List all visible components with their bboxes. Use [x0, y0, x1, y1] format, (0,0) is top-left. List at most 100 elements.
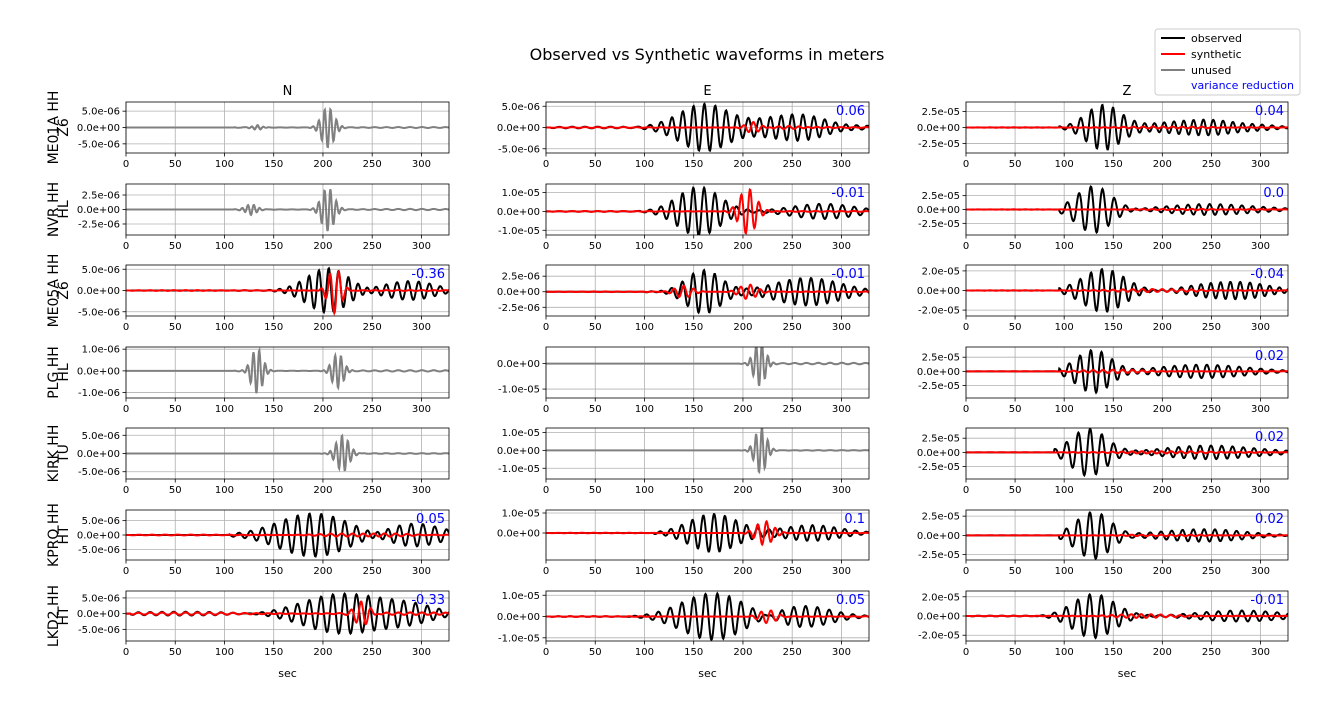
x-tick-label: 200	[733, 404, 752, 415]
x-tick-label: 250	[363, 647, 382, 658]
x-tick-label: 200	[1153, 485, 1172, 496]
y-tick-label: 0.0e+00	[77, 205, 120, 216]
x-tick-label: 300	[1251, 159, 1270, 170]
x-tick-label: 250	[783, 159, 802, 170]
x-tick-label: 150	[1104, 322, 1123, 333]
x-tick-label: 50	[589, 322, 602, 333]
waveform-panel: 0 50 100 150 200 250 300 2.5e-05 0.0e+00 -2.5e-05…	[917, 346, 1289, 415]
x-tick-label: 0	[543, 566, 549, 577]
panel-frame	[545, 346, 870, 399]
x-tick-label: 250	[363, 241, 382, 252]
station-network-label: HL	[56, 200, 72, 219]
x-tick-label: 300	[1251, 485, 1270, 496]
y-tick-label: 2.5e-05	[922, 191, 960, 202]
x-tick-label: 150	[684, 159, 703, 170]
x-tick-label: 50	[1009, 241, 1022, 252]
x-tick-label: 200	[313, 159, 332, 170]
y-tick-label: 0.0e+00	[497, 359, 540, 370]
y-tick-label: -2.5e-05	[918, 462, 960, 473]
x-tick-label: 250	[783, 241, 802, 252]
x-tick-label: 50	[1009, 485, 1022, 496]
waveform-panel: 0 50 100 150 200 250 300 5.0e-06 0.0e+00 -5.0e-06…	[497, 101, 870, 170]
x-tick-label: 250	[1202, 241, 1221, 252]
x-tick-label: 150	[1104, 647, 1123, 658]
x-tick-label: 200	[313, 485, 332, 496]
x-tick-label: 250	[363, 566, 382, 577]
x-tick-label: 0	[963, 322, 969, 333]
x-tick-label: 250	[783, 404, 802, 415]
legend-label-observed: observed	[1191, 32, 1242, 45]
synthetic-trace	[126, 600, 449, 626]
x-tick-label: 300	[1251, 566, 1270, 577]
x-tick-label: 0	[123, 159, 129, 170]
x-tick-label: 250	[1202, 159, 1221, 170]
synthetic-trace	[966, 207, 1288, 212]
x-tick-label: 300	[1251, 404, 1270, 415]
x-tick-label: 300	[832, 404, 851, 415]
x-tick-label: 50	[169, 647, 182, 658]
x-tick-label: 300	[412, 647, 431, 658]
x-tick-label: 200	[1153, 566, 1172, 577]
station-network-label: Z6	[56, 118, 72, 137]
y-tick-label: -1.0e-05	[498, 226, 540, 237]
station-code-label: ME05A HH	[46, 254, 62, 328]
variance-reduction-value: -0.01	[831, 267, 865, 282]
x-tick-label: 250	[1202, 485, 1221, 496]
y-tick-label: -2.0e-05	[918, 306, 960, 317]
x-tick-label: 0	[543, 485, 549, 496]
x-tick-label: 0	[963, 404, 969, 415]
y-tick-label: 0.0e+00	[917, 367, 960, 378]
x-tick-label: 200	[733, 566, 752, 577]
station-code-label: ME01A HH	[46, 91, 62, 165]
y-tick-label: -2.5e-06	[78, 219, 120, 230]
variance-reduction-value: -0.01	[1250, 593, 1284, 608]
x-tick-label: 100	[1055, 322, 1074, 333]
synthetic-trace	[546, 187, 869, 235]
panel-frame	[545, 264, 870, 317]
x-tick-label: 100	[635, 647, 654, 658]
variance-reduction-value: -0.04	[1250, 267, 1284, 282]
y-tick-label: -1.0e-05	[498, 385, 540, 396]
x-tick-label: 150	[684, 566, 703, 577]
legend-label-variance-reduction: variance reduction	[1191, 79, 1294, 92]
x-tick-label: 0	[963, 159, 969, 170]
figure-title: Observed vs Synthetic waveforms in meter…	[530, 45, 885, 64]
x-tick-label: 0	[123, 241, 129, 252]
x-tick-label: 100	[215, 404, 234, 415]
x-tick-label: 150	[264, 485, 283, 496]
panel-frame	[545, 183, 870, 236]
x-tick-label: 300	[1251, 647, 1270, 658]
x-tick-label: 300	[412, 322, 431, 333]
x-tick-label: 50	[169, 241, 182, 252]
component-title-n: N	[283, 84, 293, 99]
y-tick-label: -2.5e-05	[918, 139, 960, 150]
y-tick-label: 1.0e-05	[502, 591, 540, 602]
x-tick-label: 300	[1251, 241, 1270, 252]
x-tick-label: 250	[783, 566, 802, 577]
x-tick-label: 300	[412, 566, 431, 577]
x-tick-label: 150	[264, 566, 283, 577]
y-tick-label: 2.5e-05	[922, 107, 960, 118]
x-tick-label: 250	[363, 404, 382, 415]
x-tick-label: 0	[543, 241, 549, 252]
panel-frame	[125, 183, 450, 236]
x-tick-label: 200	[733, 647, 752, 658]
x-tick-label: 200	[313, 241, 332, 252]
x-tick-label: 300	[832, 647, 851, 658]
waveform-panel: 0 50 100 150 200 250 300 1.0e-05 0.0e+00 0.1	[497, 509, 870, 577]
y-tick-label: 0.0e+00	[917, 123, 960, 134]
x-tick-label: 150	[684, 322, 703, 333]
x-tick-label: 200	[1153, 159, 1172, 170]
x-tick-label: 150	[264, 647, 283, 658]
x-axis-label-e: sec	[698, 667, 717, 680]
x-tick-label: 250	[363, 159, 382, 170]
x-tick-label: 150	[264, 241, 283, 252]
synthetic-trace	[966, 533, 1288, 538]
y-tick-label: 0.0e+00	[497, 529, 540, 540]
x-tick-label: 200	[733, 485, 752, 496]
panel-frame	[545, 590, 870, 642]
x-tick-label: 0	[123, 566, 129, 577]
x-tick-label: 250	[1202, 647, 1221, 658]
panel-frame	[125, 427, 450, 480]
